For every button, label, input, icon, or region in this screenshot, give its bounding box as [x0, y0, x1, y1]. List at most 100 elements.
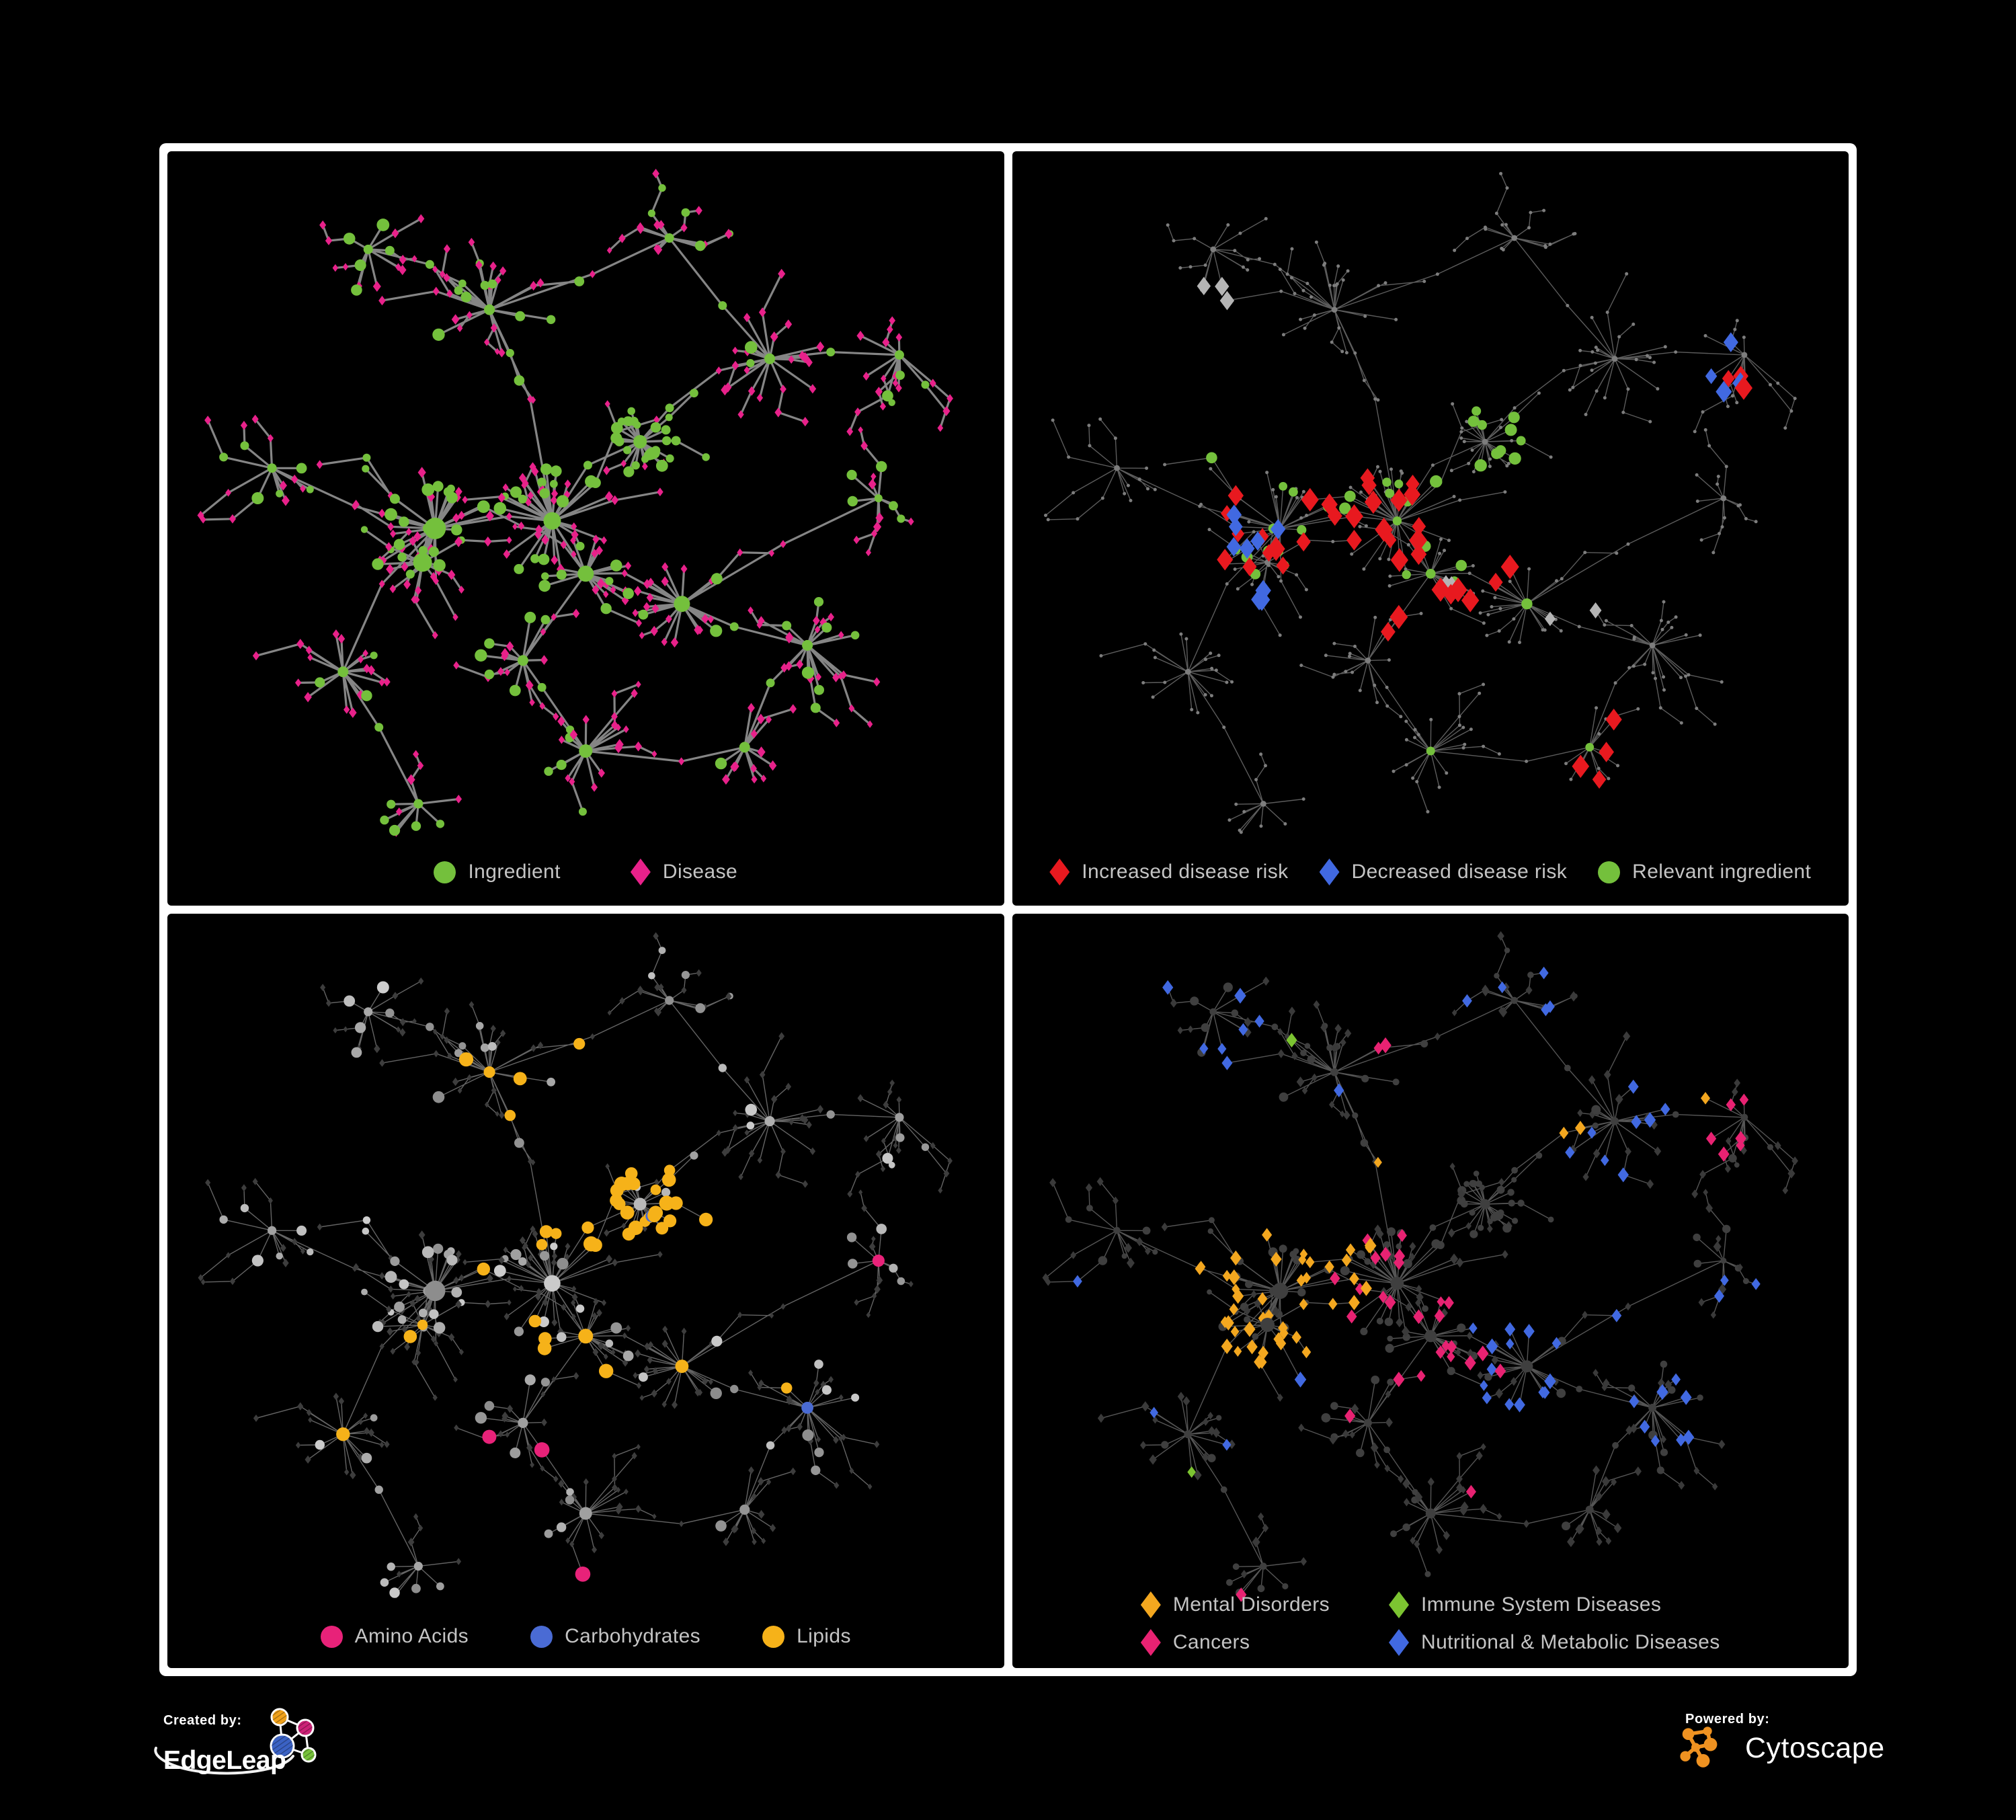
ingredient-node	[1162, 680, 1166, 684]
ingredient-node	[655, 459, 668, 472]
disease-node	[1072, 1275, 1082, 1288]
disease-node	[725, 1146, 731, 1154]
legend-label: Amino Acids	[354, 1625, 469, 1647]
ingredient-node	[882, 390, 893, 402]
ingredient-node	[483, 1066, 495, 1078]
disease-node	[1396, 1228, 1407, 1242]
disease-node	[858, 426, 864, 434]
disease-node	[1648, 356, 1652, 360]
ingredient-node	[1502, 1224, 1511, 1233]
disease-node	[621, 569, 628, 578]
disease-node	[1233, 567, 1237, 571]
disease-node	[499, 1029, 506, 1037]
ingredient-node	[1575, 1386, 1582, 1392]
legend-row: Ingredient Disease	[434, 859, 737, 885]
disease-node	[1700, 1092, 1710, 1105]
disease-node	[1385, 1390, 1391, 1398]
disease-node	[1370, 1251, 1381, 1265]
disease-node	[558, 1479, 565, 1488]
disease-node	[1340, 350, 1344, 354]
disease-node	[557, 716, 565, 727]
ingredient-node	[1363, 1258, 1371, 1265]
ingredient-node	[240, 1203, 249, 1213]
disease-node	[1723, 332, 1738, 352]
ingredient-node	[1223, 982, 1233, 992]
ingredient-node	[1160, 1441, 1168, 1449]
disease-node	[702, 1377, 709, 1386]
ingredient-node	[665, 403, 674, 413]
disease-node	[1275, 1336, 1286, 1351]
ingredient-node	[710, 1387, 722, 1399]
disease-node	[1298, 317, 1302, 321]
ingredient-node	[1260, 1318, 1275, 1332]
disease-node	[636, 1443, 641, 1450]
disease-node	[834, 1481, 840, 1489]
disease-node	[1568, 777, 1572, 781]
ingredient-node	[267, 1226, 277, 1235]
disease-node	[1544, 611, 1556, 627]
disease-node	[558, 736, 565, 744]
disease-node	[1145, 487, 1150, 491]
ingredient-node	[251, 492, 264, 504]
legend-row: Increased disease risk Decreased disease …	[1049, 859, 1811, 885]
ingredient-node	[1361, 1074, 1369, 1082]
disease-node	[814, 625, 821, 634]
disease-node	[1460, 1501, 1469, 1513]
ingredient-node	[889, 1263, 898, 1273]
disease-node	[1149, 1407, 1158, 1419]
ingredient-node	[585, 475, 598, 488]
disease-node	[696, 969, 702, 977]
disease-node	[758, 1509, 765, 1519]
disease-node	[1680, 1390, 1692, 1405]
disease-node	[495, 1111, 499, 1117]
disease-node	[1389, 604, 1408, 629]
ingredient-node	[354, 259, 366, 271]
disease-node	[1543, 245, 1547, 249]
disease-node	[455, 795, 462, 803]
disease-node	[748, 1149, 755, 1158]
ingredient-node	[1696, 1394, 1703, 1401]
disease-node	[569, 777, 575, 786]
ingredient-node	[826, 348, 836, 357]
ingredient-node	[1565, 304, 1569, 307]
disease-node	[530, 1462, 535, 1468]
ingredient-node	[556, 760, 567, 770]
ingredient-node	[622, 446, 632, 454]
disease-node	[512, 1286, 518, 1292]
ingredient-node	[764, 353, 776, 364]
disease-node	[205, 1179, 211, 1187]
disease-node	[1446, 1351, 1455, 1363]
disease-node	[1461, 746, 1465, 750]
ingredient-node	[1537, 391, 1541, 395]
disease-node	[873, 677, 881, 687]
disease-node	[1455, 1348, 1461, 1357]
ingredient-node	[403, 1330, 417, 1343]
disease-node	[786, 1424, 792, 1433]
disease-node	[721, 384, 729, 396]
ingredient-node	[1469, 1230, 1478, 1238]
disease-node	[1581, 1310, 1588, 1319]
ingredient-node	[539, 1251, 550, 1261]
disease-node	[1699, 1170, 1706, 1179]
ingredient-node	[1517, 1199, 1525, 1207]
ingredient-node	[276, 489, 284, 498]
disease-node	[1301, 1271, 1311, 1284]
disease-node	[1373, 397, 1377, 401]
disease-node	[430, 1335, 437, 1343]
disease-node	[701, 614, 709, 624]
ingredient-node	[1424, 1330, 1437, 1343]
ingredient-node	[624, 1167, 638, 1180]
disease-node	[1664, 1380, 1672, 1390]
nutrient-classes-legend: Amino Acids Carbohydrates Lipids	[167, 1625, 1004, 1648]
ingredient-node	[648, 972, 655, 980]
disease-node	[439, 270, 446, 278]
disease-node	[1431, 578, 1449, 602]
disease-node	[505, 1431, 510, 1438]
disease-node	[503, 1312, 510, 1320]
disease-node	[1348, 485, 1353, 489]
disease-node	[1340, 1038, 1346, 1047]
legend-label: Immune System Diseases	[1421, 1593, 1662, 1616]
disease-node	[1266, 537, 1285, 561]
disease-node	[386, 1305, 392, 1313]
disease-node	[1376, 1229, 1383, 1239]
